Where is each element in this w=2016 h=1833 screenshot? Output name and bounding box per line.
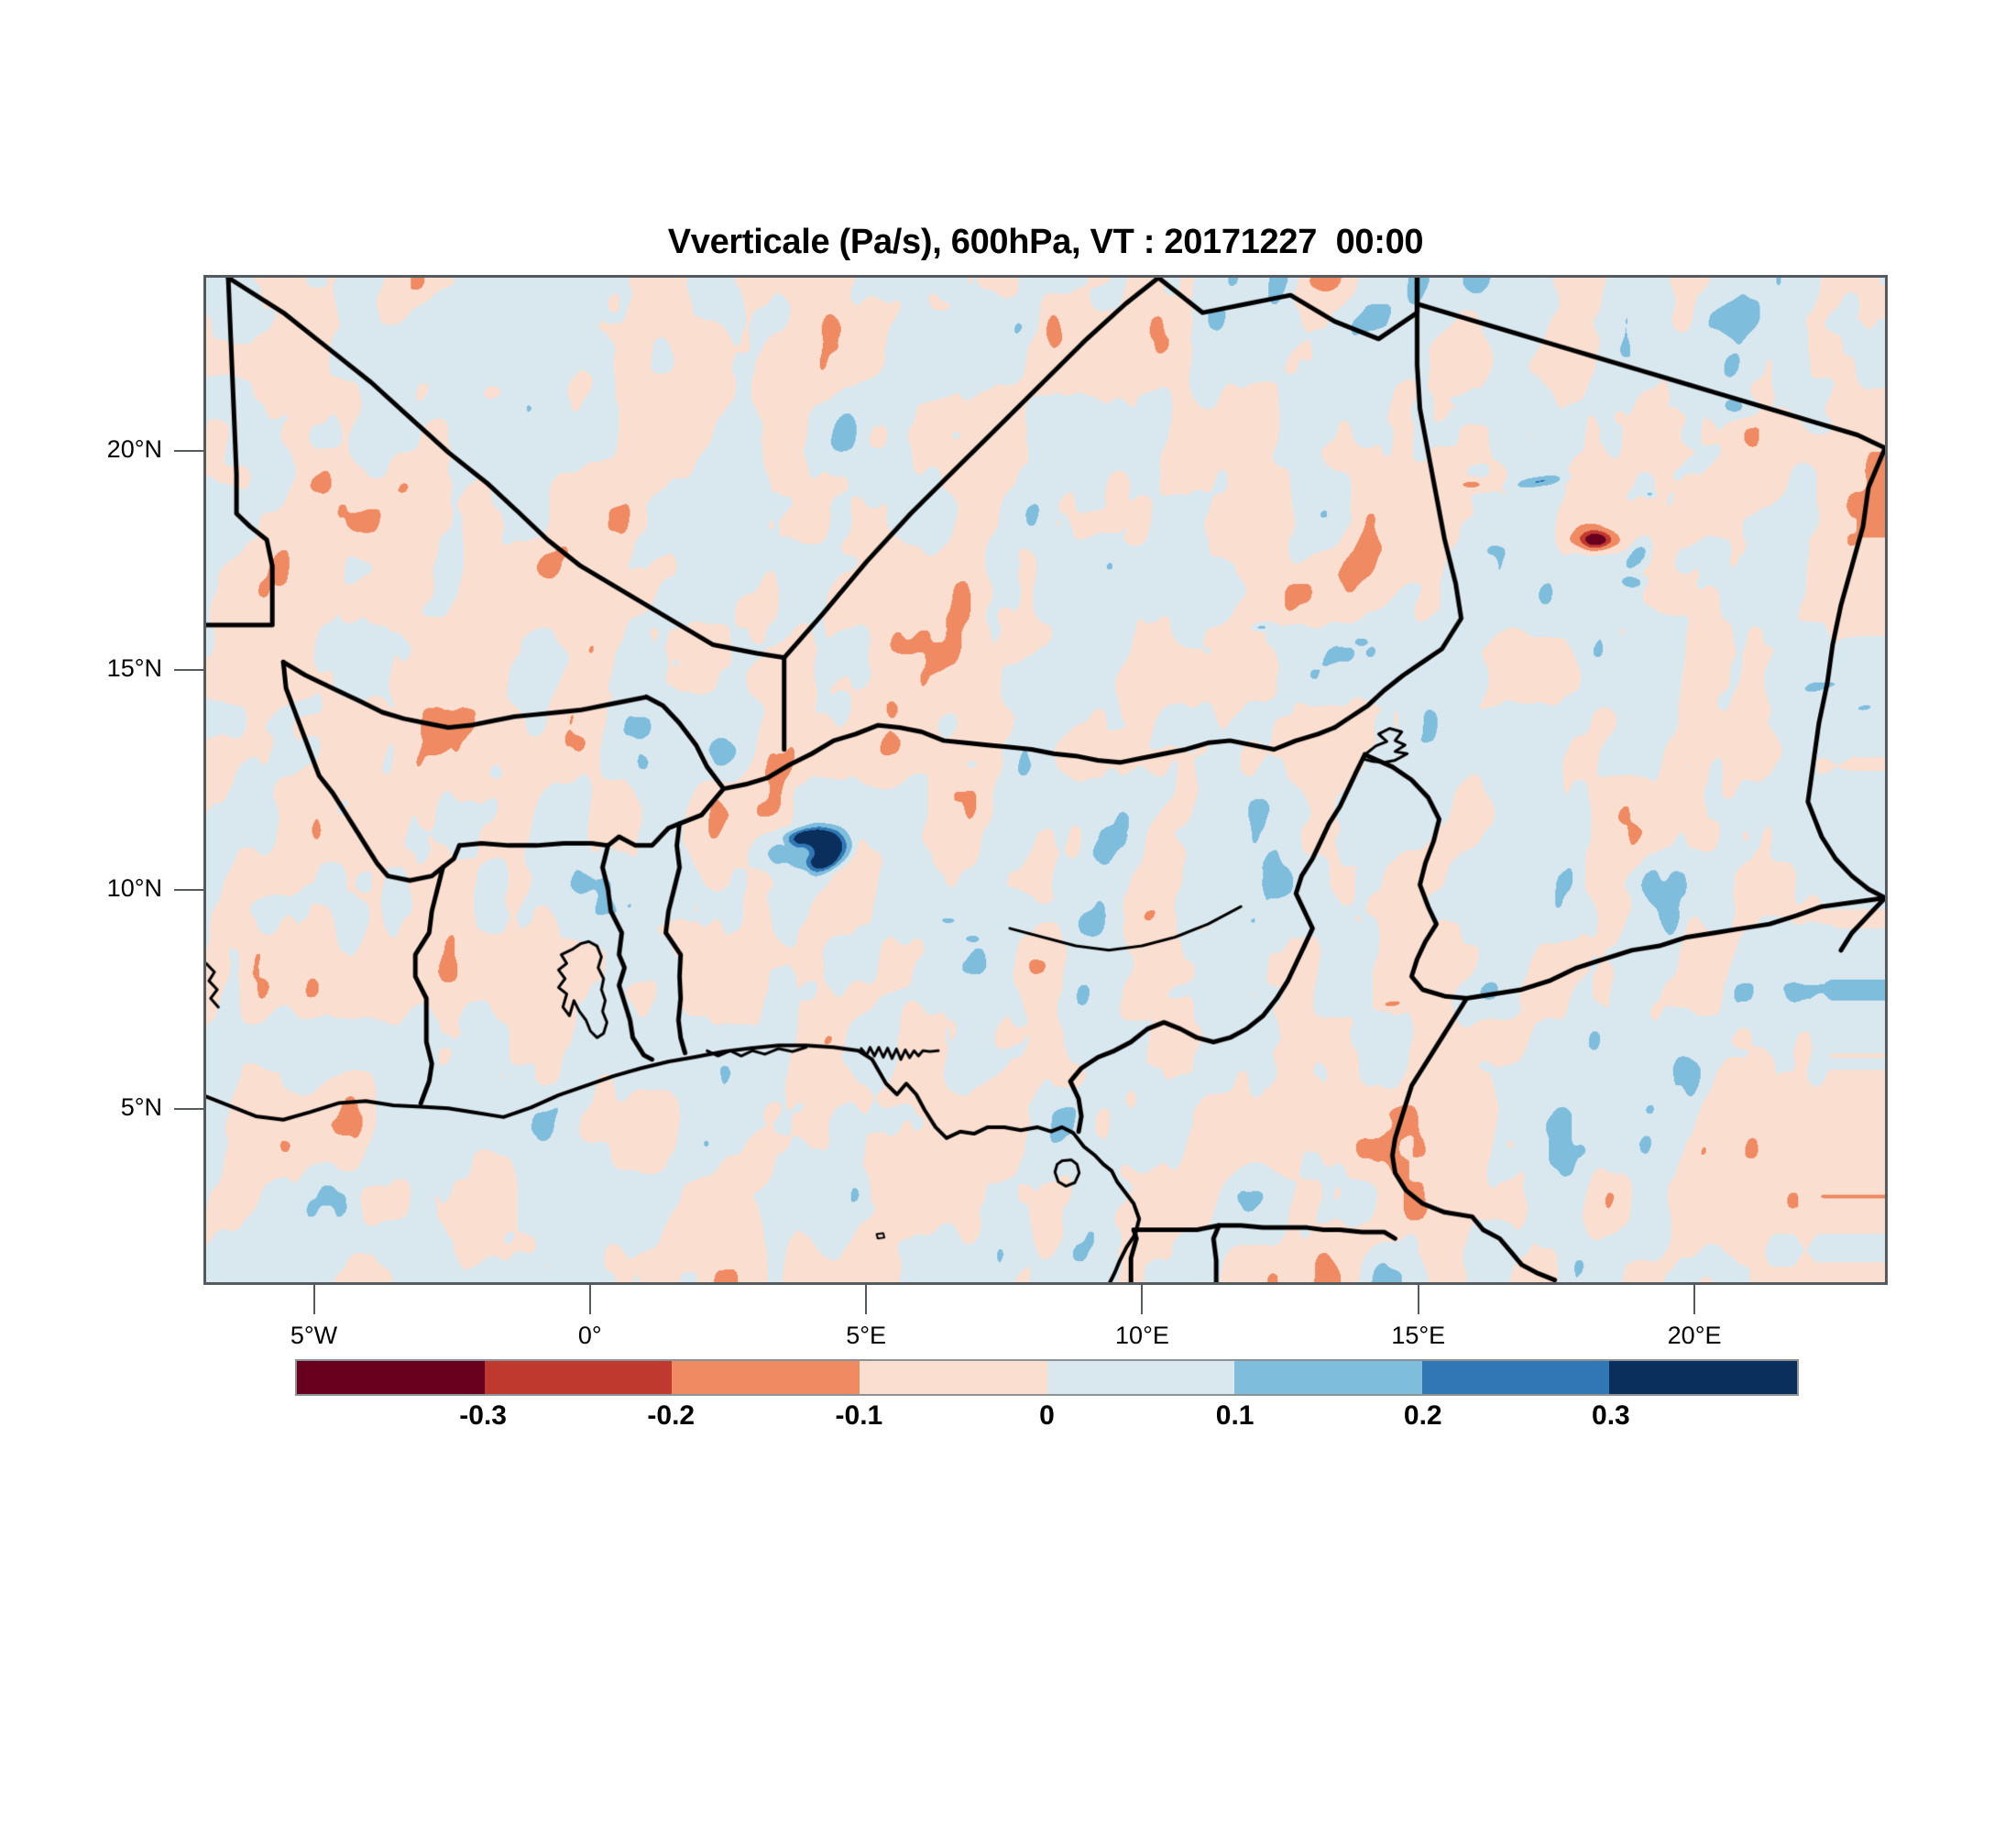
x-tick-label: 10°E	[1115, 1322, 1169, 1349]
colorbar[interactable]	[295, 1359, 1799, 1396]
y-tick-label: 15°N	[106, 654, 162, 683]
colorbar-band-3[interactable]	[859, 1361, 1047, 1394]
colorbar-band-5[interactable]	[1234, 1361, 1422, 1394]
x-tick-mark	[1417, 1285, 1419, 1314]
x-tick-mark	[1141, 1285, 1144, 1314]
x-tick-label: 5°E	[846, 1322, 887, 1349]
colorbar-tick-label: -0.2	[647, 1400, 696, 1431]
colorbar-tick-label: -0.3	[459, 1400, 507, 1431]
y-tick-mark	[174, 1108, 203, 1111]
y-tick-mark	[174, 669, 203, 672]
colorbar-tick-label: 0.2	[1403, 1400, 1442, 1431]
y-tick-label: 20°N	[106, 434, 162, 463]
page-title: Vverticale (Pa/s), 600hPa, VT : 20171227…	[667, 223, 1424, 261]
y-tick-label: 10°N	[106, 873, 162, 902]
colorbar-band-4[interactable]	[1046, 1361, 1235, 1394]
colorbar-band-1[interactable]	[484, 1361, 673, 1394]
colorbar-band-6[interactable]	[1421, 1361, 1610, 1394]
x-tick-mark	[588, 1285, 591, 1314]
x-tick-mark	[312, 1285, 315, 1314]
colorbar-tick-label: 0	[1039, 1400, 1055, 1431]
x-tick-label: 15°E	[1391, 1322, 1446, 1349]
colorbar-tick-label: 0.1	[1215, 1400, 1255, 1431]
x-tick-mark	[865, 1285, 868, 1314]
colorbar-band-2[interactable]	[672, 1361, 860, 1394]
x-tick-label: 5°W	[290, 1322, 338, 1349]
colorbar-tick-label: 0.3	[1592, 1400, 1630, 1431]
colorbar-band-7[interactable]	[1609, 1361, 1797, 1394]
x-tick-label: 20°E	[1667, 1322, 1722, 1349]
colorbar-band-0[interactable]	[297, 1361, 485, 1394]
map-plot-area[interactable]	[203, 275, 1888, 1285]
y-tick-mark	[174, 449, 203, 452]
colorbar-tick-label: -0.1	[835, 1400, 883, 1431]
y-tick-label: 5°N	[120, 1093, 162, 1122]
vertical-velocity-heatmap	[206, 278, 1885, 1282]
x-tick-mark	[1693, 1285, 1696, 1314]
y-tick-mark	[174, 888, 203, 891]
x-tick-label: 0°	[577, 1322, 602, 1349]
